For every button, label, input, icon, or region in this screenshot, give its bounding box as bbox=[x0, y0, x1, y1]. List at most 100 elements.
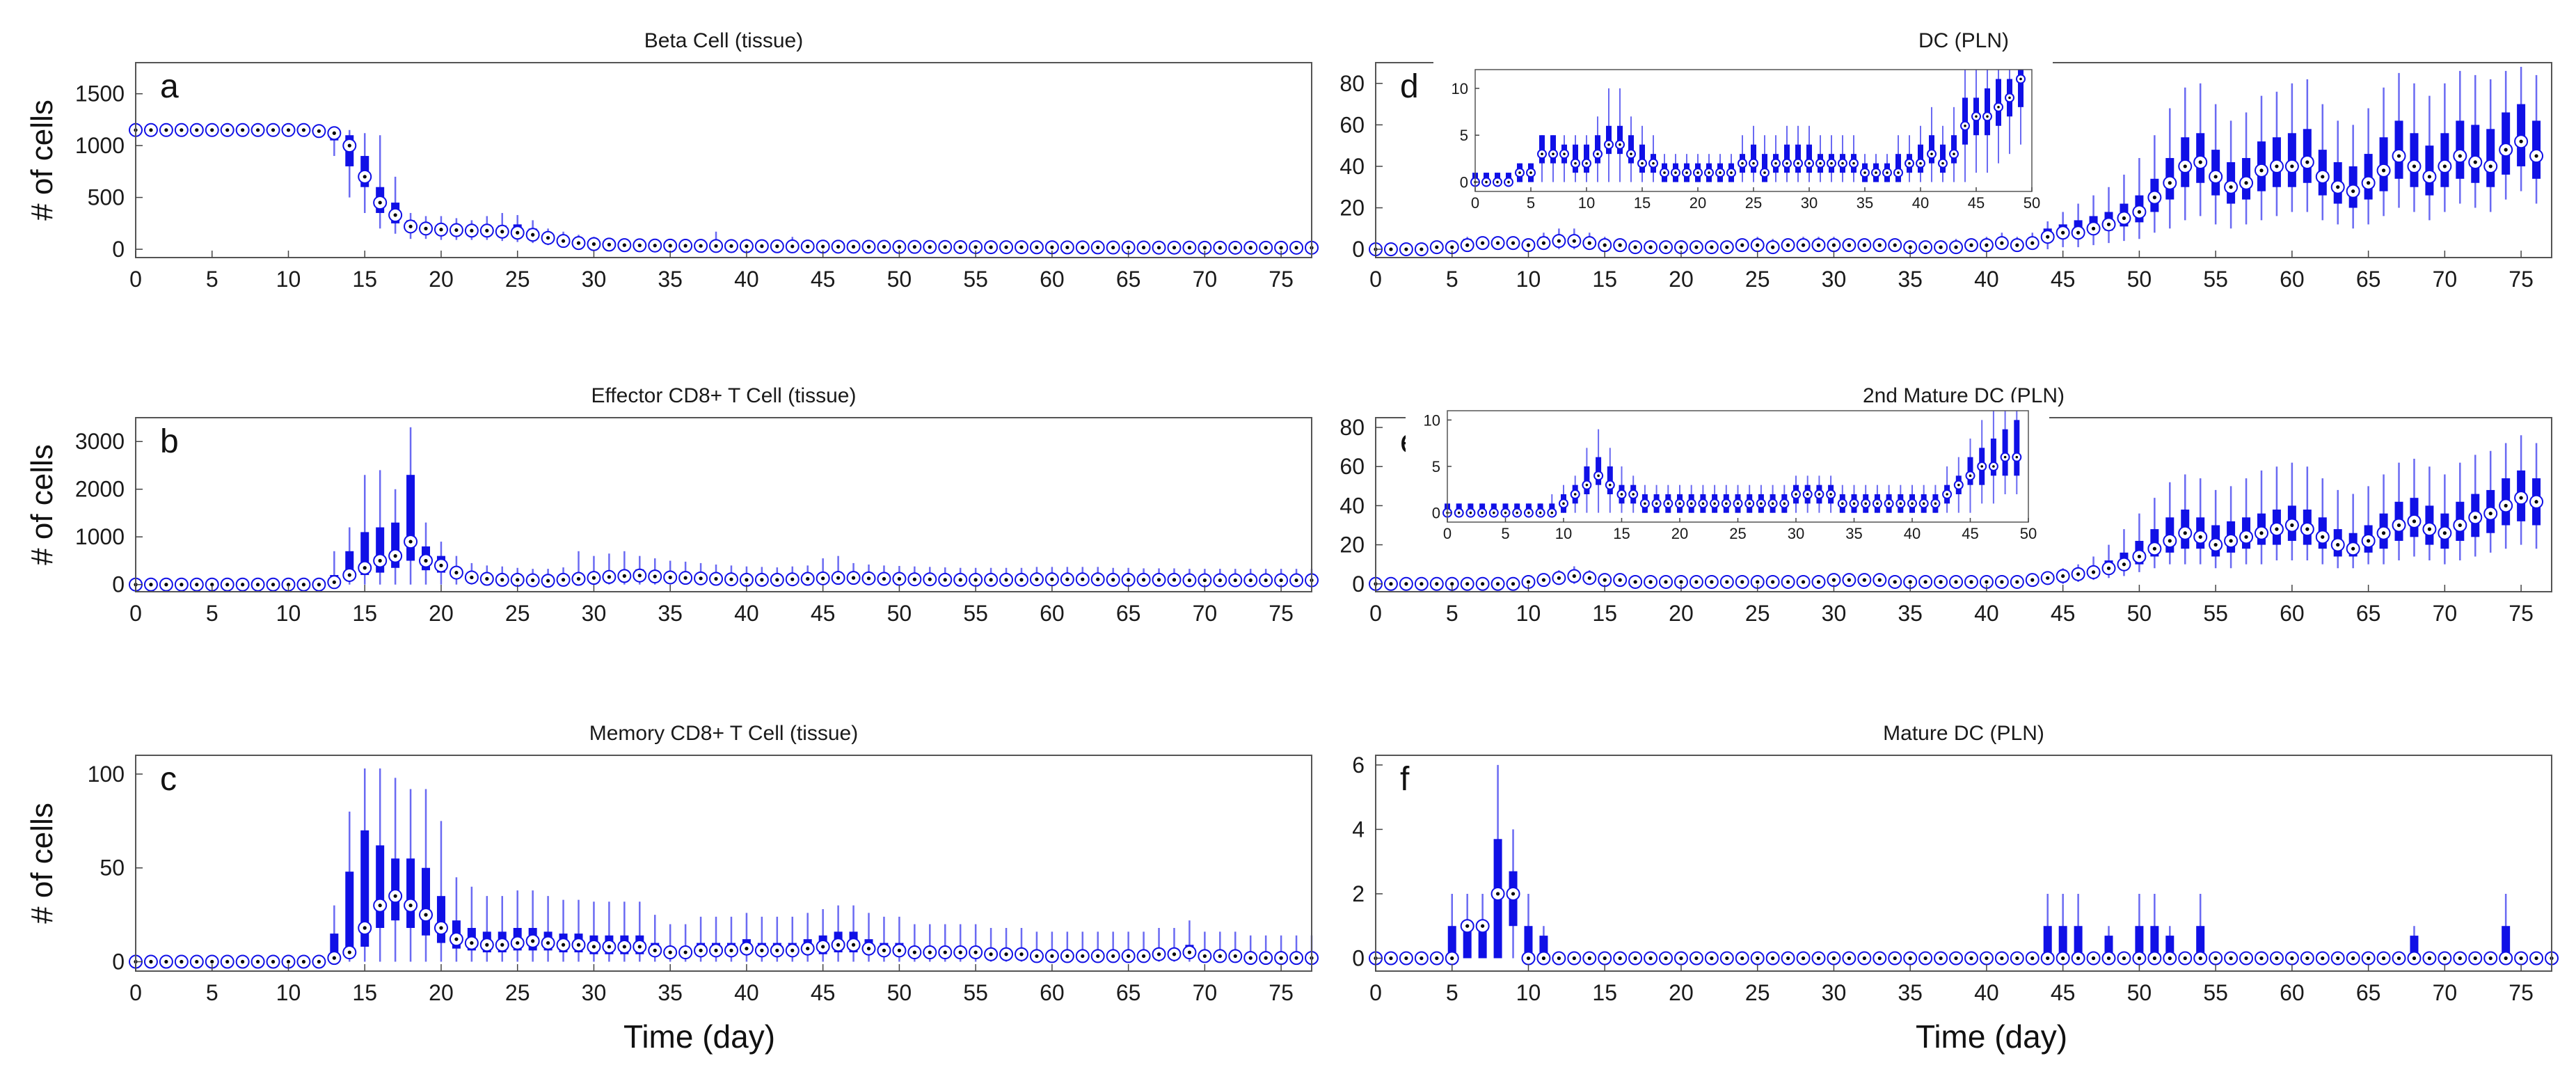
x-tick-label: 60 bbox=[2280, 980, 2305, 1005]
box-median-dot bbox=[2168, 181, 2172, 185]
inset-box-median-dot bbox=[1876, 502, 1879, 505]
box-median-dot bbox=[271, 583, 276, 587]
inset-box-median-dot bbox=[1797, 162, 1799, 165]
inset-box-median-dot bbox=[1941, 162, 1944, 165]
box-median-dot bbox=[546, 940, 550, 945]
x-tick-label: 10 bbox=[276, 601, 301, 626]
x-tick-label: 0 bbox=[129, 980, 142, 1005]
y-tick-label: 4 bbox=[1352, 817, 1365, 842]
y-axis-label: # of cells bbox=[25, 444, 59, 565]
inset-box-median-dot bbox=[1908, 162, 1911, 165]
x-tick-label: 40 bbox=[1912, 194, 1929, 212]
box-median-dot bbox=[2137, 554, 2142, 559]
x-tick-label: 65 bbox=[2356, 601, 2381, 626]
box-median-dot bbox=[1587, 576, 1591, 580]
x-tick-label: 15 bbox=[1634, 194, 1651, 212]
box-median-dot bbox=[2381, 956, 2386, 961]
inset-box-median-dot bbox=[1795, 493, 1797, 496]
box-median-dot bbox=[378, 904, 382, 908]
x-tick-label: 30 bbox=[1822, 980, 1847, 1005]
box-median-dot bbox=[1771, 956, 1775, 961]
box-median-dot bbox=[363, 566, 367, 570]
box-median-dot bbox=[1618, 578, 1622, 582]
box-median-dot bbox=[485, 576, 489, 581]
box-median-dot bbox=[2244, 535, 2248, 539]
box-median-dot bbox=[1495, 241, 1500, 245]
box-median-dot bbox=[576, 241, 581, 245]
box-median-dot bbox=[1847, 956, 1851, 961]
box-median-dot bbox=[897, 245, 902, 249]
box-median-dot bbox=[2015, 956, 2019, 961]
box-median-dot bbox=[1648, 580, 1653, 584]
box-median-dot bbox=[897, 948, 902, 952]
box-median-dot bbox=[806, 947, 810, 951]
inset-box-median-dot bbox=[1819, 162, 1822, 165]
box-median-dot bbox=[2321, 956, 2325, 961]
x-tick-label: 30 bbox=[1788, 525, 1804, 542]
box-median-dot bbox=[2458, 523, 2462, 528]
box-median-dot bbox=[1648, 245, 1653, 249]
box-median-dot bbox=[378, 200, 382, 205]
inset-box-median-dot bbox=[1760, 502, 1763, 505]
x-tick-label: 45 bbox=[811, 601, 836, 626]
x-tick-label: 75 bbox=[1269, 980, 1294, 1005]
box-median-dot bbox=[2152, 196, 2156, 200]
x-tick-label: 55 bbox=[2203, 980, 2228, 1005]
box-median-dot bbox=[500, 230, 504, 234]
box-median-dot bbox=[1557, 956, 1561, 961]
box-median-dot bbox=[1141, 954, 1146, 959]
inset-box-median-dot bbox=[1887, 502, 1891, 505]
box-median-dot bbox=[2381, 531, 2386, 535]
box-median-dot bbox=[2442, 531, 2447, 535]
box-median-dot bbox=[1096, 245, 1100, 250]
box-median-dot bbox=[1294, 956, 1298, 960]
box-median-dot bbox=[1816, 243, 1821, 247]
x-tick-label: 0 bbox=[1369, 980, 1382, 1005]
inset-box-median-dot bbox=[1992, 465, 1995, 468]
box-median-dot bbox=[1233, 954, 1237, 959]
x-tick-label: 35 bbox=[658, 980, 683, 1005]
box-median-dot bbox=[2229, 956, 2233, 961]
x-tick-label: 40 bbox=[1974, 601, 1999, 626]
inset-backdrop bbox=[1406, 402, 2049, 552]
box-median-dot bbox=[439, 228, 443, 232]
inset-box-median-dot bbox=[1541, 152, 1543, 155]
box-median-dot bbox=[851, 943, 856, 947]
box-median-dot bbox=[714, 948, 718, 952]
inset-box-median-dot bbox=[1763, 171, 1766, 174]
x-tick-label: 55 bbox=[963, 980, 988, 1005]
box-median-dot bbox=[1603, 956, 1607, 961]
box-box bbox=[2196, 926, 2205, 959]
y-tick-label: 80 bbox=[1339, 71, 1365, 96]
box-median-dot bbox=[2473, 515, 2477, 519]
x-tick-label: 20 bbox=[1669, 980, 1694, 1005]
x-tick-label: 0 bbox=[1471, 194, 1479, 212]
box-median-dot bbox=[1831, 956, 1836, 961]
x-tick-label: 55 bbox=[963, 267, 988, 292]
box-median-dot bbox=[2381, 168, 2386, 173]
box-box bbox=[436, 896, 445, 943]
box-median-dot bbox=[943, 578, 947, 582]
box-median-dot bbox=[2504, 956, 2508, 961]
box-median-dot bbox=[1156, 952, 1161, 956]
y-tick-label: 0 bbox=[112, 572, 125, 597]
box-median-dot bbox=[2213, 175, 2218, 179]
box-median-dot bbox=[225, 128, 230, 132]
inset-box-median-dot bbox=[1469, 511, 1472, 514]
box-median-dot bbox=[1877, 956, 1882, 961]
panel-letter: f bbox=[1400, 761, 1410, 798]
box-median-dot bbox=[470, 575, 474, 580]
box-median-dot bbox=[1939, 956, 1943, 961]
box-median-dot bbox=[1541, 578, 1546, 582]
y-tick-label: 100 bbox=[88, 762, 125, 787]
box-median-dot bbox=[1908, 580, 1912, 584]
box-median-dot bbox=[2290, 956, 2294, 961]
box-median-dot bbox=[729, 577, 733, 581]
box-median-dot bbox=[866, 576, 871, 581]
box-median-dot bbox=[561, 239, 566, 243]
inset-box-median-dot bbox=[1685, 171, 1688, 174]
box-median-dot bbox=[1172, 578, 1177, 582]
box-median-dot bbox=[1450, 956, 1454, 961]
x-tick-label: 25 bbox=[1745, 980, 1770, 1005]
x-tick-label: 70 bbox=[1193, 980, 1218, 1005]
